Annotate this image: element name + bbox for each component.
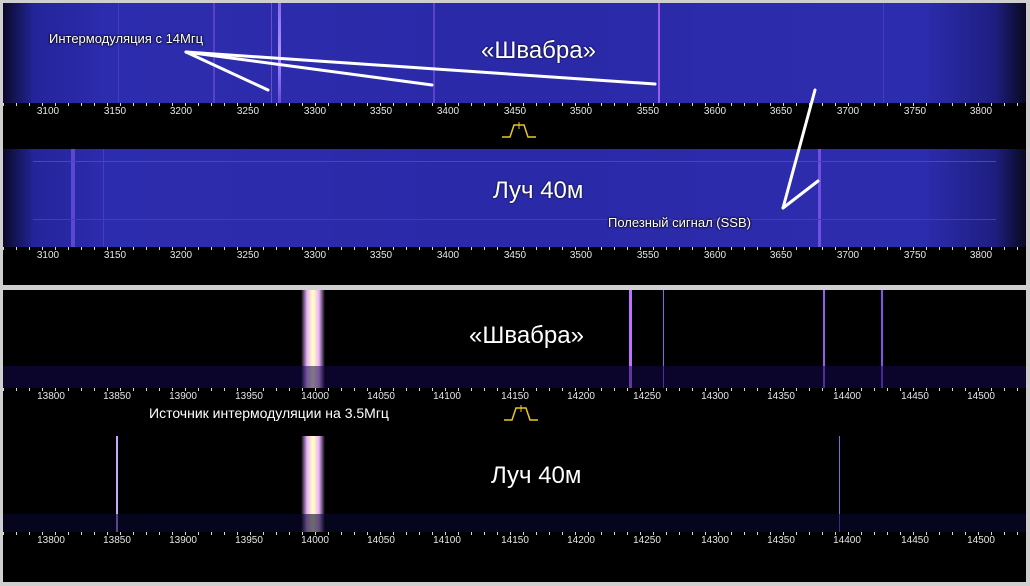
tick-label: 14300 [701,391,729,402]
tick-label: 13800 [37,535,65,546]
waterfall-title: Луч 40м [493,177,584,204]
frequency-scale-20m-upper: 13800 13850 13900 13950 14000 14050 1410… [3,388,1026,408]
tick-label: 14150 [501,391,529,402]
top-panel-3500khz: «Швабра» Интермодуляция с 14Мгц 3100 315… [3,3,1026,285]
tick-label: 13850 [103,391,131,402]
tick-label: 3750 [903,106,927,117]
tick-label: 14050 [367,535,395,546]
tick-label: 3500 [569,106,593,117]
annotation-intermod-14mhz: Интермодуляция с 14Мгц [49,31,204,46]
tick-label: 3700 [836,106,860,117]
tick-label: 13800 [37,391,65,402]
tick-label: 13950 [235,391,263,402]
tick-label: 14000 [301,535,329,546]
spur-line [839,436,840,532]
tick-label: 3300 [303,106,327,117]
spur-line [116,436,118,532]
tick-label: 14300 [701,535,729,546]
tick-label: 3800 [969,106,993,117]
tick-label: 3300 [303,250,327,261]
tick-label: 3400 [436,106,460,117]
bottom-panel-14000khz: «Швабра» 13800 13850 13900 13950 14000 1… [3,290,1026,582]
spur-line [118,3,119,103]
spur-line [71,149,75,247]
spur-line [658,3,660,103]
tick-label: 3600 [703,250,727,261]
tick-label: 14350 [767,391,795,402]
waterfall-shvabra-20m[interactable]: «Швабра» [3,290,1026,388]
tick-label: 3200 [169,250,193,261]
spur-line [883,3,884,103]
waterfall-luch-40m-20m[interactable]: Луч 40м [3,436,1026,532]
tick-label: 14200 [567,535,595,546]
tick-label: 14350 [767,535,795,546]
tick-label: 3100 [36,250,60,261]
frequency-scale-80m-upper: 3100 3150 3200 3250 3300 3350 3400 3450 … [3,103,1026,123]
tick-label: 3650 [769,250,793,261]
passband-filter-icon[interactable] [503,404,539,422]
frequency-scale-80m-lower: 3100 3150 3200 3250 3300 3350 3400 3450 … [3,247,1026,267]
tick-label: 14000 [301,391,329,402]
dark-band [3,366,1026,388]
tick-label: 14150 [501,535,529,546]
tick-label: 14200 [567,391,595,402]
tick-label: 3450 [503,250,527,261]
tick-label: 3800 [969,250,993,261]
spur-line [278,3,281,103]
tick-label: 3650 [769,106,793,117]
tick-label: 3350 [369,106,393,117]
tick-label: 3550 [636,250,660,261]
tick-label: 3600 [703,106,727,117]
spur-line [103,149,104,247]
tick-label: 14400 [833,535,861,546]
tick-label: 14050 [367,391,395,402]
tick-label: 3200 [169,106,193,117]
waterfall-luch-40m-80m[interactable]: Луч 40м Полезный сигнал (SSB) [3,149,1026,247]
waterfall-title: Луч 40м [491,462,582,489]
dark-band [3,514,1026,532]
spur-line [629,290,632,388]
tick-label: 14500 [967,391,995,402]
spur-line [823,290,825,388]
annotation-useful-signal: Полезный сигнал (SSB) [608,215,751,230]
passband-filter-icon[interactable] [501,121,537,139]
waterfall-title: «Швабра» [481,37,596,64]
tick-label: 3450 [503,106,527,117]
tick-label: 14250 [633,535,661,546]
annotation-intermod-source: Источник интермодуляции на 3.5Мгц [149,405,389,421]
tick-label: 14400 [833,391,861,402]
tick-label: 3150 [103,250,127,261]
horizontal-line [33,219,996,220]
tick-label: 14500 [967,535,995,546]
spur-line [433,3,435,103]
spur-line [663,290,664,388]
tick-label: 13900 [169,391,197,402]
tick-label: 3400 [436,250,460,261]
tick-label: 3750 [903,250,927,261]
waterfall-title: «Швабра» [469,322,584,349]
waterfall-shvabra-80m[interactable]: «Швабра» Интермодуляция с 14Мгц [3,3,1026,103]
tick-label: 13900 [169,535,197,546]
tick-label: 14100 [433,391,461,402]
frequency-scale-20m-lower: 13800 13850 13900 13950 14000 14050 1410… [3,532,1026,552]
tick-label: 3500 [569,250,593,261]
spur-line [881,290,883,388]
tick-label: 13850 [103,535,131,546]
spur-line [271,3,272,103]
tick-label: 14100 [433,535,461,546]
tick-label: 13950 [235,535,263,546]
tick-label: 3150 [103,106,127,117]
spur-line [213,3,215,103]
spur-line [818,149,821,247]
horizontal-line [33,161,996,162]
tick-label: 3100 [36,106,60,117]
tick-label: 14450 [901,391,929,402]
tick-label: 3550 [636,106,660,117]
tick-label: 3350 [369,250,393,261]
tick-label: 3250 [236,106,260,117]
tick-label: 3700 [836,250,860,261]
tick-label: 3250 [236,250,260,261]
tick-label: 14450 [901,535,929,546]
tick-label: 14250 [633,391,661,402]
